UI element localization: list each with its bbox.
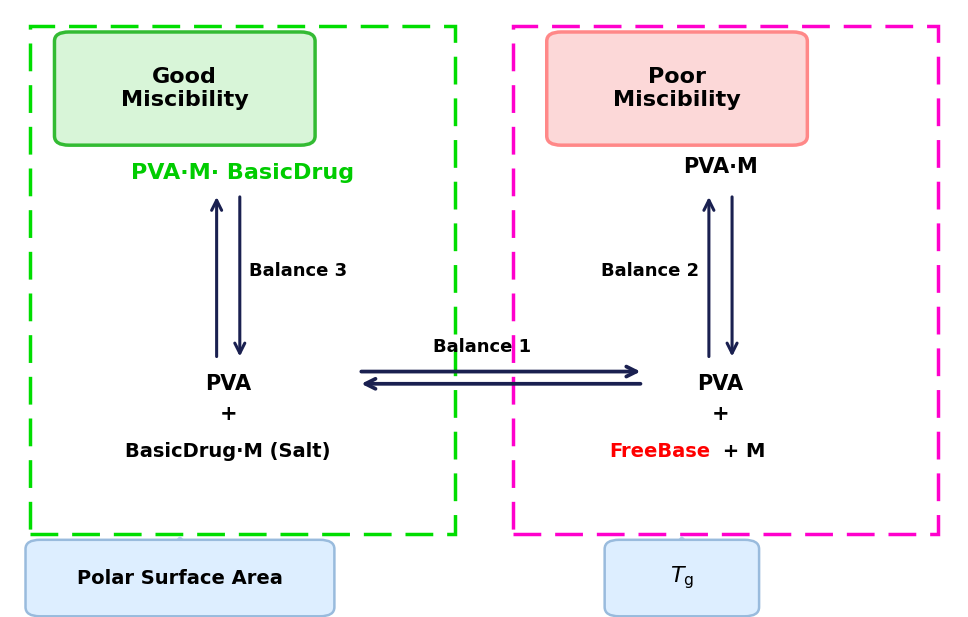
FancyBboxPatch shape xyxy=(54,32,316,145)
FancyBboxPatch shape xyxy=(25,540,334,616)
Text: PVA: PVA xyxy=(697,374,743,394)
FancyBboxPatch shape xyxy=(547,32,807,145)
Text: Balance 3: Balance 3 xyxy=(250,262,348,280)
FancyBboxPatch shape xyxy=(605,540,759,616)
FancyArrow shape xyxy=(655,537,709,565)
Text: + M: + M xyxy=(715,442,765,461)
Text: Poor
Miscibility: Poor Miscibility xyxy=(613,67,741,110)
Text: Good
Miscibility: Good Miscibility xyxy=(121,67,249,110)
Text: Polar Surface Area: Polar Surface Area xyxy=(77,568,283,587)
FancyBboxPatch shape xyxy=(30,26,455,534)
Text: +: + xyxy=(220,404,237,424)
Text: Balance 1: Balance 1 xyxy=(433,338,530,356)
Text: $\mathit{T}_{\mathrm{g}}$: $\mathit{T}_{\mathrm{g}}$ xyxy=(670,565,694,592)
Text: +: + xyxy=(711,404,729,424)
FancyArrow shape xyxy=(153,537,206,565)
Text: PVA: PVA xyxy=(205,374,252,394)
FancyBboxPatch shape xyxy=(513,26,938,534)
Text: PVA·M: PVA·M xyxy=(683,157,758,176)
Text: PVA·M· BasicDrug: PVA·M· BasicDrug xyxy=(131,163,354,183)
Text: FreeBase: FreeBase xyxy=(610,442,711,461)
Text: Balance 2: Balance 2 xyxy=(601,262,699,280)
Text: BasicDrug·M (Salt): BasicDrug·M (Salt) xyxy=(126,442,331,461)
